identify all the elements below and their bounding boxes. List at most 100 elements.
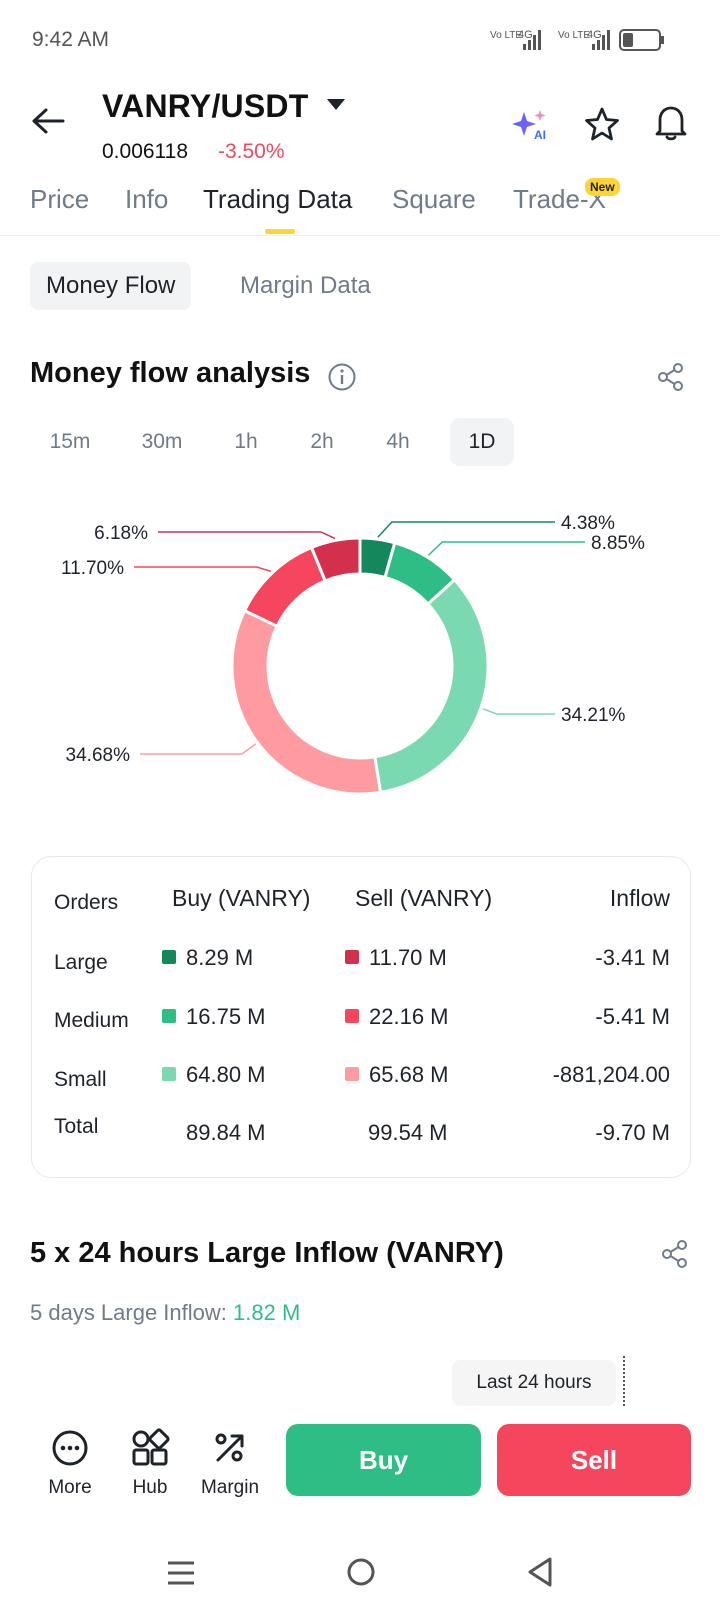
back-nav-icon[interactable] [526,1556,554,1588]
sell-text: 11.70 M [369,945,447,970]
donut-slice [230,608,383,796]
chart-tooltip: Last 24 hours [452,1360,616,1406]
slice-label: 8.85% [591,533,645,554]
more-label: More [48,1477,92,1498]
volte-label-2: Vo LTE [558,30,590,41]
header-buy: Buy (VANRY) [172,885,311,911]
slice-label: 4.38% [561,513,615,534]
slice-label: 6.18% [94,523,148,544]
donut-slice [242,545,328,629]
last-price: 0.006118 [102,140,189,163]
slice-label: 34.21% [561,705,626,726]
interval-1h[interactable]: 1h [234,430,258,453]
sell-button[interactable]: Sell [497,1424,691,1496]
buy-text: 8.29 M [186,945,254,970]
buy-button[interactable]: Buy [286,1424,481,1496]
interval-15m[interactable]: 15m [49,430,91,453]
sell-swatch [345,1067,359,1081]
leader-line [140,743,257,755]
hub-button[interactable]: Hub [110,1428,190,1499]
buy-text: 16.75 M [186,1004,266,1029]
pair-title[interactable]: VANRY/USDT [102,88,346,125]
interval-2h[interactable]: 2h [310,430,334,453]
pair-name: VANRY/USDT [102,88,309,124]
sell-text: 22.16 M [369,1004,449,1029]
recent-apps-icon[interactable] [166,1558,196,1588]
leader-line [158,531,336,540]
sell-swatch [345,1009,359,1023]
tab-square[interactable]: Square [392,184,476,214]
margin-button[interactable]: Margin [190,1428,270,1499]
total-inflow: -9.70 M [595,1120,670,1145]
header-sell: Sell (VANRY) [355,885,493,911]
row-label: Small [54,1068,107,1091]
system-nav-bar [0,1520,720,1612]
buy-value: 64.80 M [162,1062,266,1088]
money-flow-title: Money flow analysis [30,357,311,389]
orders-table: Orders Buy (VANRY) Sell (VANRY) Inflow L… [31,856,691,1178]
price-change: -3.50% [218,140,285,163]
slice-label: 34.68% [66,745,131,766]
donut-slice [373,577,490,795]
bell-icon[interactable] [654,104,688,142]
slice-label: 11.70% [61,558,124,579]
leader-line [134,566,272,573]
total-sell: 99.54 M [368,1120,448,1145]
subtab-money-flow[interactable]: Money Flow [30,262,192,310]
main-tabs: Price Info Trading Data Square Trade-X [0,180,720,236]
total-buy: 89.84 M [186,1120,266,1145]
donut-slice [309,536,362,583]
hub-label: Hub [132,1477,168,1498]
inflow-value: -5.41 M [595,1004,670,1029]
chevron-down-icon [326,99,345,110]
star-icon[interactable] [584,107,620,141]
five-day-inflow: 5 days Large Inflow: 1.82 M [30,1300,300,1326]
leader-line [377,521,555,538]
share-icon[interactable] [660,1239,690,1269]
volte-label-1: Vo LTE [490,30,522,41]
buy-text: 64.80 M [186,1062,266,1087]
inflow-value: -881,204.00 [552,1062,670,1087]
tab-trading-data[interactable]: Trading Data [203,184,353,214]
money-flow-donut-chart: 4.38%8.85% 34.21% 34.68% 11.70% 6.18% [61,513,645,796]
hub-grid-icon [132,1428,170,1466]
new-badge: New [585,178,620,196]
ai-sparkle-icon[interactable]: AI [510,108,552,142]
info-icon[interactable] [327,362,357,392]
sell-text: 65.68 M [369,1062,449,1087]
network-gen-1: 4G [518,29,533,41]
signal-battery-icons: Vo LTE 4G Vo LTE 4G [490,29,664,51]
inflow-value: -3.41 M [595,945,670,970]
header-inflow: Inflow [609,885,670,911]
margin-label: Margin [200,1477,260,1498]
status-time: 9:42 AM [32,28,110,51]
subtab-margin-data[interactable]: Margin Data [240,272,371,299]
sell-swatch [345,950,359,964]
home-icon[interactable] [346,1556,376,1588]
header-orders: Orders [54,891,119,914]
share-icon[interactable] [656,362,686,392]
interval-1d[interactable]: 1D [450,418,514,466]
crosshair-line [623,1356,625,1406]
tab-info[interactable]: Info [125,184,169,214]
interval-30m[interactable]: 30m [141,430,183,453]
buy-value: 16.75 M [162,1004,266,1030]
five-day-inflow-label: 5 days Large Inflow: [30,1300,227,1325]
five-day-inflow-value: 1.82 M [233,1300,301,1325]
buy-swatch [162,1067,176,1081]
more-button[interactable]: More [30,1428,110,1499]
leader-line [482,708,555,715]
buy-swatch [162,950,176,964]
back-arrow-icon[interactable] [30,106,66,136]
active-tab-indicator [265,229,295,234]
sell-value: 22.16 M [345,1004,449,1030]
buy-swatch [162,1009,176,1023]
total-label: Total [54,1115,99,1138]
large-inflow-title: 5 x 24 hours Large Inflow (VANRY) [30,1237,504,1269]
more-dots-icon [52,1430,88,1466]
tab-price[interactable]: Price [30,184,90,214]
sell-value: 65.68 M [345,1062,449,1088]
interval-4h[interactable]: 4h [386,430,410,453]
margin-percent-icon [215,1433,244,1462]
buy-value: 8.29 M [162,945,253,971]
